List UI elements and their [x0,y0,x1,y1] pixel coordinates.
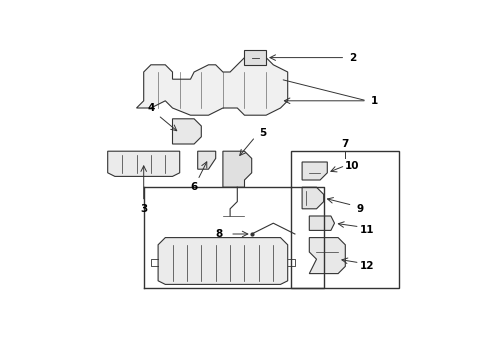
Polygon shape [309,216,334,230]
Text: 2: 2 [348,53,355,63]
Polygon shape [309,238,345,274]
Text: 4: 4 [147,103,154,113]
Text: 8: 8 [215,229,223,239]
Text: 3: 3 [140,204,147,214]
Polygon shape [136,58,287,115]
Polygon shape [302,187,323,209]
Text: 11: 11 [359,225,373,235]
Polygon shape [158,238,287,284]
Polygon shape [107,151,179,176]
Polygon shape [172,119,201,144]
Polygon shape [244,50,265,65]
Text: 1: 1 [370,96,377,106]
Text: 7: 7 [341,139,348,149]
Text: 6: 6 [190,182,197,192]
Polygon shape [197,151,215,169]
Polygon shape [223,151,251,187]
Text: 12: 12 [359,261,373,271]
Text: 10: 10 [345,161,359,171]
Polygon shape [302,162,326,180]
Text: 5: 5 [258,128,265,138]
Text: 9: 9 [355,204,363,214]
